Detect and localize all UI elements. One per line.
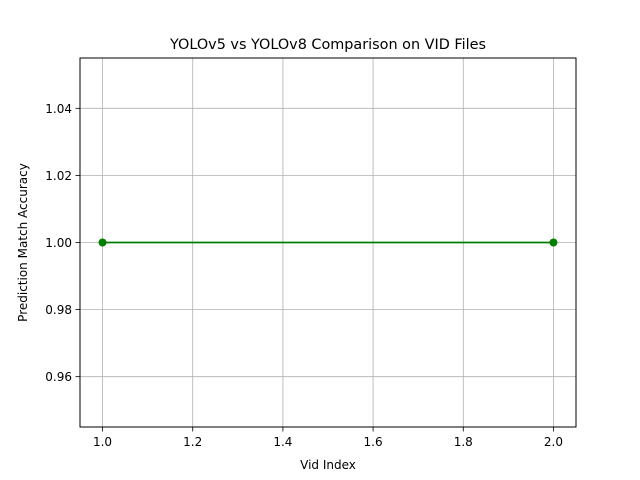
y-axis-label: Prediction Match Accuracy <box>16 163 30 322</box>
x-tick-label: 1.4 <box>273 435 292 449</box>
x-tick-label: 1.6 <box>364 435 383 449</box>
y-tick-label: 1.04 <box>45 102 72 116</box>
y-tick-label: 0.98 <box>45 303 72 317</box>
data-point <box>549 238 558 247</box>
series-layer <box>98 238 558 247</box>
data-point <box>98 238 107 247</box>
y-tick-label: 1.00 <box>45 236 72 250</box>
x-tick-label: 1.0 <box>93 435 112 449</box>
x-tick-label: 2.0 <box>544 435 563 449</box>
y-tick-label: 1.02 <box>45 169 72 183</box>
x-axis-ticks: 1.0 1.2 1.4 1.6 1.8 2.0 <box>93 427 563 449</box>
x-tick-label: 1.2 <box>183 435 202 449</box>
x-axis-label: Vid Index <box>300 458 356 472</box>
chart-title: YOLOv5 vs YOLOv8 Comparison on VID Files <box>169 37 486 53</box>
y-axis-ticks: 0.96 0.98 1.00 1.02 1.04 <box>45 102 80 384</box>
series-0 <box>98 238 558 247</box>
y-tick-label: 0.96 <box>45 370 72 384</box>
x-tick-label: 1.8 <box>454 435 473 449</box>
